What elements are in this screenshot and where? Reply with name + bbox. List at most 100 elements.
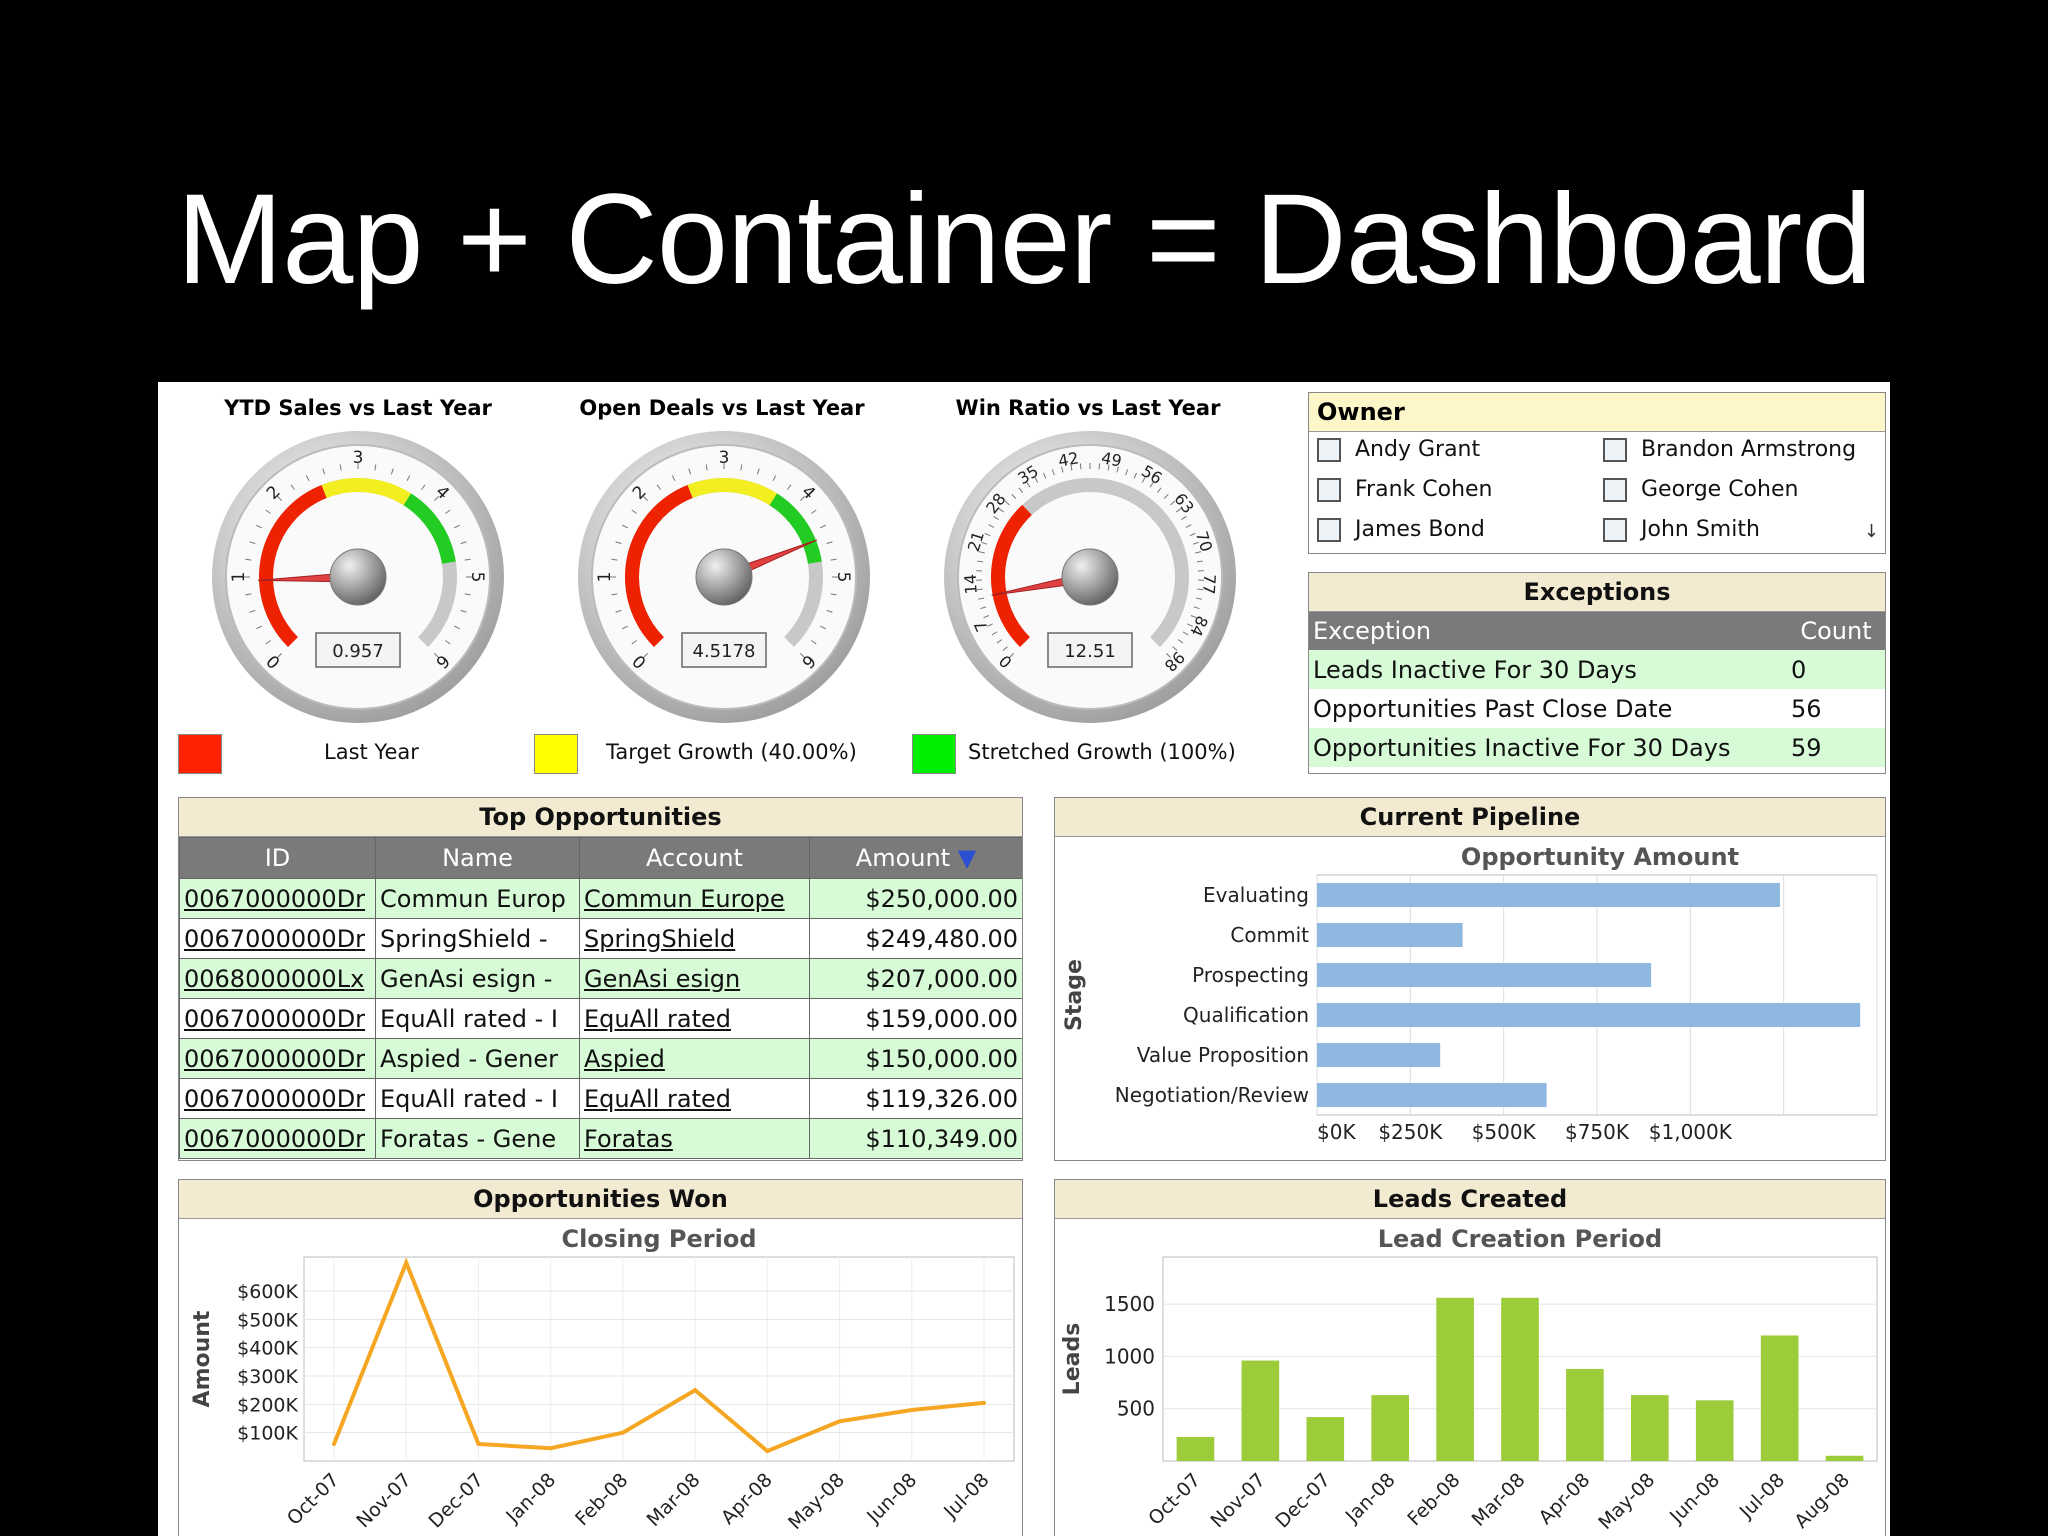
gauge-tick [996,639,1003,644]
gauge-tick [998,508,1005,513]
owner-option-john-smith[interactable]: John Smith [1603,517,1760,542]
data-point [837,1419,842,1424]
column-header-count[interactable]: Count [1787,612,1885,650]
table-row[interactable]: Opportunities Inactive For 30 Days 59 [1309,728,1885,767]
account-link[interactable]: SpringShield [579,918,810,959]
gauge-tick [322,468,326,475]
x-tick-label: Nov-07 [1207,1469,1270,1532]
table-row[interactable]: 0067000000Dr Aspied - Gener Aspied $150,000… [179,1038,1022,1079]
checkbox[interactable] [1603,478,1627,502]
column-header-account[interactable]: Account [579,837,810,879]
column-header-exception[interactable]: Exception [1309,612,1787,650]
owner-option-brandon-armstrong[interactable]: Brandon Armstrong [1603,437,1856,462]
bar [1317,923,1463,947]
checkbox[interactable] [1603,438,1627,462]
owner-option-frank-cohen[interactable]: Frank Cohen [1317,477,1493,502]
opportunity-id-link[interactable]: 0067000000Dr [179,1038,376,1079]
gauge-tick [1181,515,1187,520]
gauge-tick-label: 5 [833,572,853,583]
table-row[interactable]: 0067000000Dr EquAll rated - I EquAll rated… [179,1078,1022,1119]
gauge-tick [631,640,637,645]
opportunity-id-link[interactable]: 0067000000Dr [179,1078,376,1119]
scroll-down-icon[interactable]: ↓ [1863,521,1879,542]
data-point [982,1400,986,1405]
table-row[interactable]: Leads Inactive For 30 Days 0 [1309,650,1885,689]
gauge-tick [993,515,999,520]
gauge-band-red [259,508,299,647]
gauge-tick [1196,560,1203,563]
opportunity-amount: $250,000.00 [809,878,1022,919]
opportunity-id-link[interactable]: 0067000000Dr [179,1118,376,1159]
checkbox[interactable] [1317,478,1341,502]
checkbox[interactable] [1603,518,1627,542]
chart-title: Closing Period [561,1225,756,1253]
opportunity-amount: $110,349.00 [809,1118,1022,1159]
column-header-id[interactable]: ID [179,837,376,879]
account-link[interactable]: Aspied [579,1038,810,1079]
opportunities-won-panel: Opportunities Won Closing Period $100K $20… [178,1179,1023,1536]
leads-created-chart: Lead Creation Period 500 1000 1500 Oct-07 Nov… [1060,1225,1878,1534]
owner-option-label: Andy Grant [1355,437,1481,462]
data-point [620,1430,625,1435]
table-row[interactable]: 0067000000Dr Commun Europ Commun Europe $25… [179,878,1022,919]
table-row[interactable]: 0067000000Dr EquAll rated - I EquAll rated… [179,998,1022,1039]
gauge-tick [1156,487,1162,493]
chart-title: Lead Creation Period [1378,1225,1662,1253]
gauge-tick [1098,463,1101,470]
leads-created-panel: Leads Created Lead Creation Period 500 100… [1054,1179,1886,1536]
gauge-tick [800,496,805,501]
owner-option-label: John Smith [1641,517,1760,542]
gauge-tick [830,593,837,596]
owner-option-label: Frank Cohen [1355,477,1493,502]
gauge-tick [434,653,439,658]
gauge-band-green [403,493,456,564]
opportunities-won-title: Opportunities Won [179,1180,1022,1219]
category-label: Negotiation/Review [1115,1083,1309,1107]
bar [1241,1360,1280,1461]
account-link[interactable]: EquAll rated [579,1078,810,1119]
owner-option-james-bond[interactable]: James Bond [1317,517,1485,542]
gauge-tick [1133,472,1138,479]
checkbox[interactable] [1317,438,1341,462]
account-link[interactable]: Foratas [579,1118,810,1159]
table-row[interactable]: 0067000000Dr SpringShield - SpringShield $2… [179,918,1022,959]
gauge-tick [643,653,648,658]
table-row[interactable]: 0068000000Lx GenAsi esign - GenAsi esign $2… [179,958,1022,999]
gauge-tick [1192,541,1199,545]
owner-option-andy-grant[interactable]: Andy Grant [1317,437,1480,462]
table-row[interactable]: Opportunities Past Close Date 56 [1309,689,1885,728]
table-row[interactable]: 0067000000Dr Foratas - Gene Foratas $110,34… [179,1118,1022,1159]
gauge-tick [406,475,411,481]
gauge-tick [820,625,826,630]
opportunity-id-link[interactable]: 0067000000Dr [179,878,376,919]
account-link[interactable]: EquAll rated [579,998,810,1039]
gauge-band-red [625,508,665,647]
data-point [693,1388,698,1393]
gauge-tick [787,484,792,490]
opportunity-id-link[interactable]: 0067000000Dr [179,918,376,959]
x-tick-label: Oct-07 [1144,1469,1205,1530]
gauge-tick [1061,466,1064,473]
gauge-tick [1195,551,1202,554]
account-link[interactable]: Commun Europe [579,878,810,919]
account-link[interactable]: GenAsi esign [579,958,810,999]
gauge-tick [1163,493,1169,499]
owner-option-george-cohen[interactable]: George Cohen [1603,477,1798,502]
column-header-name[interactable]: Name [375,837,580,879]
bar [1436,1297,1474,1461]
gauge-readout: 4.5178 [693,641,756,662]
gauge-tick [820,524,826,529]
column-header-amount[interactable]: Amount ▼ [809,837,1022,879]
gauge-tick [277,496,282,501]
opportunity-id-link[interactable]: 0068000000Lx [179,958,376,999]
opportunity-id-link[interactable]: 0067000000Dr [179,998,376,1039]
gauge-tick [256,625,262,630]
checkbox[interactable] [1317,518,1341,542]
gauge-tick [980,606,987,610]
gauge-tick [245,558,252,561]
sort-desc-icon[interactable]: ▼ [957,844,977,872]
gauge-tick [1070,464,1073,471]
data-point [765,1449,770,1454]
